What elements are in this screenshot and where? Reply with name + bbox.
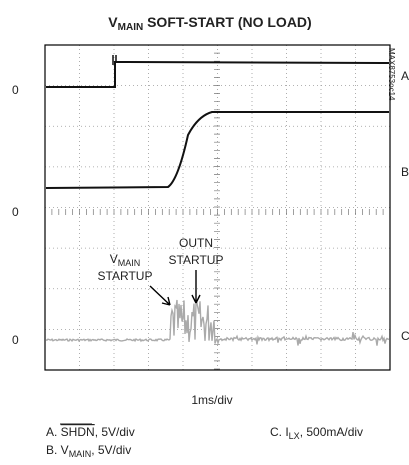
annotation-text: STARTUP [169, 253, 224, 267]
trace-c [45, 299, 389, 346]
title-rest: SOFT-START (NO LOAD) [143, 14, 312, 30]
legend-c: C. ILX, 500mA/div [270, 425, 363, 441]
legend-a: A. SHDN, 5V/div [46, 425, 135, 439]
legend-text: A. [46, 425, 61, 439]
annotation-sub: MAIN [118, 258, 141, 268]
legend-text: C. I [270, 425, 289, 439]
annotation-text: OUTN [179, 236, 213, 250]
legend-text: B. V [46, 443, 69, 457]
title-main: V [108, 14, 118, 30]
annotation-text: STARTUP [98, 269, 153, 283]
legend-text: , 5V/div [95, 425, 135, 439]
annotation-text: V [110, 252, 118, 266]
channel-label: B [401, 165, 409, 179]
arrow [191, 270, 201, 304]
legend-text: , 5V/div [91, 443, 131, 457]
time-scale: 1ms/div [191, 393, 232, 407]
zero-label: 0 [12, 83, 19, 97]
zero-label: 0 [12, 205, 19, 219]
zero-label: 0 [12, 333, 19, 347]
legend-sub: LX [289, 431, 300, 441]
legend-sub: MAIN [69, 449, 92, 459]
title: VMAIN SOFT-START (NO LOAD) [108, 14, 311, 33]
title-sub: MAIN [118, 22, 144, 33]
annotation-vmain: VMAIN [110, 252, 141, 268]
legend-b: B. VMAIN, 5V/div [46, 443, 131, 459]
grid [44, 44, 391, 370]
trace-b [45, 111, 389, 189]
channel-label: A [401, 69, 409, 83]
legend-signal: SHDN [61, 425, 95, 439]
arrow [149, 285, 171, 306]
plot-frame [44, 44, 391, 371]
legend-text: , 500mA/div [300, 425, 363, 439]
trace-a-glitch [112, 55, 117, 65]
center-ticks [44, 44, 391, 370]
channel-label: C [401, 329, 409, 343]
trace-a [46, 60, 390, 88]
figure-code: MAX8753oc14 [387, 48, 396, 101]
